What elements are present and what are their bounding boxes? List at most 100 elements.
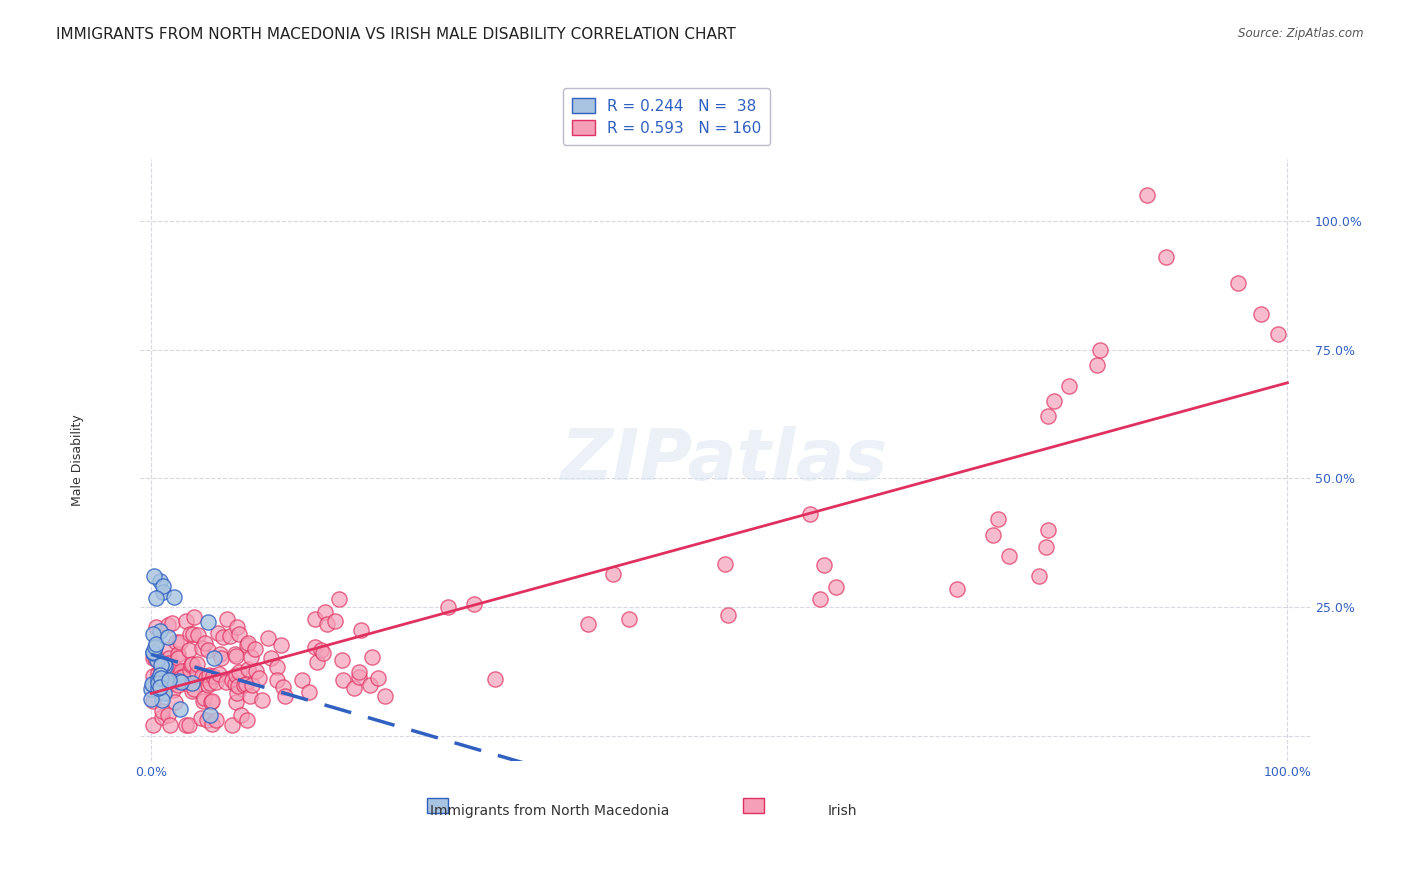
- Point: [170, 664, 193, 678]
- Point: [215, 674, 238, 689]
- Point: [150, 693, 173, 707]
- Point: [228, 627, 250, 641]
- Point: [190, 711, 212, 725]
- Point: [156, 657, 179, 671]
- Point: [717, 608, 740, 623]
- Point: [183, 682, 205, 697]
- Point: [169, 634, 191, 648]
- Point: [190, 669, 212, 683]
- Point: [257, 631, 280, 645]
- Point: [153, 686, 176, 700]
- Point: [191, 694, 214, 708]
- Point: [209, 650, 232, 665]
- Point: [987, 512, 1010, 526]
- Point: [347, 670, 370, 684]
- Point: [157, 656, 180, 670]
- Point: [271, 680, 294, 694]
- Point: [142, 718, 165, 732]
- Point: [315, 616, 337, 631]
- Point: [149, 671, 172, 685]
- Point: [343, 681, 366, 695]
- Point: [149, 665, 172, 679]
- Point: [141, 691, 163, 706]
- Point: [260, 651, 283, 665]
- Point: [201, 694, 224, 708]
- Point: [808, 592, 831, 607]
- Point: [169, 674, 191, 689]
- Point: [142, 676, 165, 690]
- Text: Immigrants from North Macedonia: Immigrants from North Macedonia: [430, 804, 669, 818]
- Point: [157, 708, 180, 723]
- Point: [576, 617, 599, 632]
- Point: [165, 635, 187, 649]
- Point: [174, 718, 197, 732]
- Point: [813, 558, 835, 573]
- Point: [186, 657, 208, 671]
- Point: [349, 665, 371, 679]
- Point: [197, 615, 219, 630]
- Point: [195, 713, 218, 727]
- Point: [1042, 394, 1064, 409]
- Point: [150, 662, 173, 676]
- Point: [224, 677, 246, 691]
- Point: [1057, 378, 1080, 392]
- Point: [212, 630, 235, 644]
- Point: [177, 718, 200, 732]
- Point: [350, 623, 373, 637]
- Point: [150, 710, 173, 724]
- Point: [328, 591, 350, 606]
- Point: [1267, 327, 1289, 342]
- Point: [165, 696, 187, 710]
- Point: [169, 702, 191, 716]
- Point: [225, 649, 247, 664]
- Point: [162, 682, 184, 697]
- Point: [224, 647, 246, 661]
- Point: [202, 668, 225, 682]
- Point: [152, 584, 174, 599]
- Point: [312, 646, 335, 660]
- Point: [166, 647, 188, 661]
- Point: [198, 668, 221, 682]
- Point: [163, 658, 186, 673]
- Point: [619, 612, 641, 626]
- Point: [143, 569, 166, 583]
- Point: [197, 678, 219, 692]
- Point: [225, 620, 247, 634]
- Point: [148, 665, 170, 680]
- Point: [1036, 523, 1059, 537]
- Point: [229, 708, 252, 723]
- Point: [149, 667, 172, 681]
- Point: [298, 685, 321, 699]
- Point: [145, 620, 167, 634]
- Y-axis label: Male Disability: Male Disability: [72, 415, 84, 506]
- Point: [186, 666, 208, 681]
- Point: [156, 618, 179, 632]
- Point: [148, 681, 170, 696]
- Point: [273, 689, 295, 703]
- Point: [167, 668, 190, 682]
- Point: [145, 640, 167, 654]
- Point: [359, 678, 381, 692]
- Point: [266, 673, 288, 687]
- Point: [162, 616, 184, 631]
- Point: [198, 708, 221, 723]
- Text: IMMIGRANTS FROM NORTH MACEDONIA VS IRISH MALE DISABILITY CORRELATION CHART: IMMIGRANTS FROM NORTH MACEDONIA VS IRISH…: [56, 27, 735, 42]
- Text: ZIPatlas: ZIPatlas: [561, 425, 889, 495]
- Point: [235, 677, 257, 691]
- Point: [225, 668, 247, 682]
- Point: [157, 641, 180, 656]
- Point: [167, 650, 190, 665]
- Point: [1250, 306, 1272, 320]
- Point: [174, 615, 197, 629]
- Point: [155, 673, 177, 687]
- Point: [148, 673, 170, 687]
- Point: [374, 689, 396, 703]
- Point: [484, 672, 506, 686]
- Point: [266, 660, 288, 674]
- Point: [225, 695, 247, 709]
- Point: [236, 639, 259, 653]
- Point: [981, 528, 1004, 542]
- Point: [1088, 343, 1111, 357]
- Point: [209, 647, 232, 661]
- Point: [304, 640, 326, 655]
